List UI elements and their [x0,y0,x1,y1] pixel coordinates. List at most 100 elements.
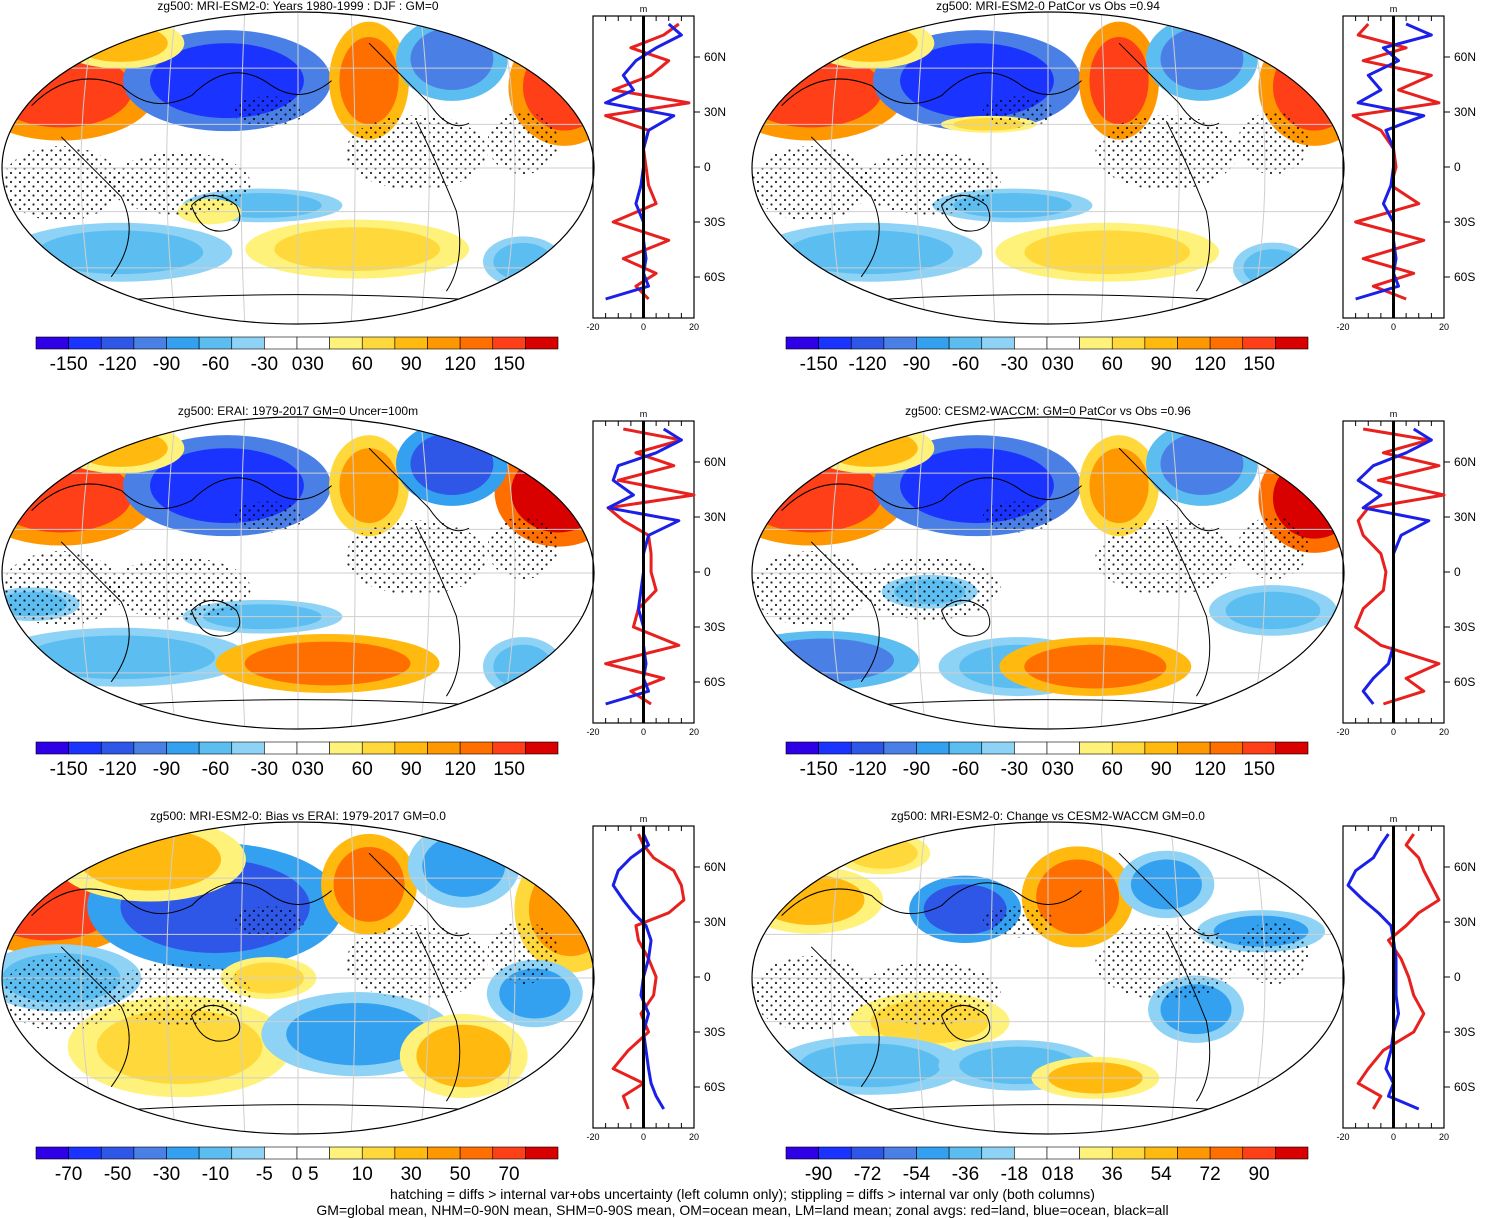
stippling [752,551,871,627]
colorbar-swatch [100,741,135,755]
panel-title: zg500: MRI-ESM2-0: Years 1980-1999 : DJF… [157,0,438,13]
colorbar-swatch [427,336,461,350]
anomaly-core [752,638,895,683]
anomaly-core [1225,591,1321,630]
graticule-lon [166,12,177,324]
anomaly-core [274,227,441,271]
colorbar-swatch [1144,741,1178,755]
colorbar-label: -30 [1001,759,1028,780]
colorbar-label: -150 [50,354,88,375]
colorbar-label: 0 [1042,759,1053,780]
zonal-xtick-label: 20 [1439,1132,1449,1142]
stippling [858,557,1001,620]
colorbar-swatch [329,1146,363,1160]
stippling [982,501,1054,533]
zonal-line-ocean [1346,833,1420,1111]
lat-label: 30N [704,510,726,524]
colorbar-swatch [329,741,363,755]
colorbar-swatch [264,1146,298,1160]
colorbar-label: -36 [952,1164,979,1185]
graticule-lon [350,822,356,1134]
map-field [2,12,594,324]
colorbar-label: -30 [153,1164,180,1185]
coastline [31,852,511,1113]
anomaly-core [416,1024,512,1088]
map-field [752,12,1344,324]
colorbar-swatch [459,741,494,755]
zonal-line-land [1354,427,1446,706]
graticule-lon [1100,12,1106,324]
zonal-line-land [604,427,696,706]
coastline [781,447,1261,708]
stippling [2,551,121,627]
colorbar-label: 18 [1053,1164,1074,1185]
colorbar-label: -150 [800,354,838,375]
colorbar-label: 5 [308,1164,319,1185]
zonal-xtick-label: 20 [1439,322,1449,332]
lat-label: 0 [1454,970,1461,984]
colorbar-swatch [133,741,167,755]
colorbar-swatch [981,1146,1015,1160]
colorbar-label: -72 [854,1164,881,1185]
zonal-xtick-label: 0 [1391,322,1396,332]
zonal-xlabel: m [640,409,648,419]
lat-label: 60S [704,1080,725,1094]
graticule-lon [166,822,177,1134]
colorbar-label: -90 [805,1164,832,1185]
anomaly-core [846,837,918,869]
stippling [1095,519,1238,595]
colorbar-swatch [818,741,852,755]
anomaly-core [1089,36,1149,125]
stippling [345,924,488,1000]
colorbar-swatch [1275,1146,1309,1160]
anomaly-core [339,448,399,524]
graticule-lon [350,12,356,324]
colorbar-swatch [1014,741,1048,755]
zonal-line-land [1356,833,1441,1110]
graticule-lon [350,417,356,729]
colorbar-swatch [916,741,950,755]
graticule-lon [916,12,927,324]
map-outline [1,416,595,730]
zonal-mean-plot: m -20 0 20 60N 30N 0 30S 60S [1336,409,1476,737]
colorbar-swatch [1275,741,1309,755]
colorbar-swatch [35,1146,69,1160]
lat-label: 0 [1454,565,1461,579]
map-field [752,822,1344,1134]
zonal-mean-plot: m -20 0 20 60N 30N 0 30S 60S [1336,814,1476,1142]
colorbar-label: 120 [1194,354,1226,375]
graticule-lon [240,822,246,1134]
colorbar-label: 150 [493,354,525,375]
zonal-mean-plot: m -20 0 20 60N 30N 0 30S 60S [586,409,726,737]
colorbar-label: 150 [1243,759,1275,780]
colorbar-label: -120 [99,354,137,375]
colorbar-swatch [883,336,917,350]
colorbar-label: 60 [1102,354,1123,375]
zonal-xtick-label: -20 [586,322,599,332]
coastline [781,852,1261,1113]
colorbar-label: -60 [202,354,229,375]
lat-label: 60N [704,860,726,874]
zonal-xlabel: m [640,4,648,14]
stippling [1095,924,1238,1000]
colorbar-label: -60 [952,354,979,375]
colorbar-swatch [68,741,102,755]
colorbar-swatch [785,1146,819,1160]
colorbar-label: -90 [153,759,180,780]
colorbar-swatch [1209,336,1244,350]
graticule-lon [419,12,430,324]
anomaly-core [78,828,222,891]
map-field [2,417,594,729]
lat-label: 30S [1454,620,1475,634]
colorbar-label: 0 [292,759,303,780]
colorbar-label: 54 [1151,1164,1173,1185]
lat-label: 0 [704,970,711,984]
colorbar-swatch [361,741,396,755]
colorbar-swatch [166,741,200,755]
lat-label: 30N [704,105,726,119]
zonal-line-ocean [611,833,665,1110]
colorbar-label: -50 [104,1164,131,1185]
colorbar-swatch [1209,741,1244,755]
colorbar-swatch [1111,741,1146,755]
colorbar-swatch [948,1146,983,1160]
